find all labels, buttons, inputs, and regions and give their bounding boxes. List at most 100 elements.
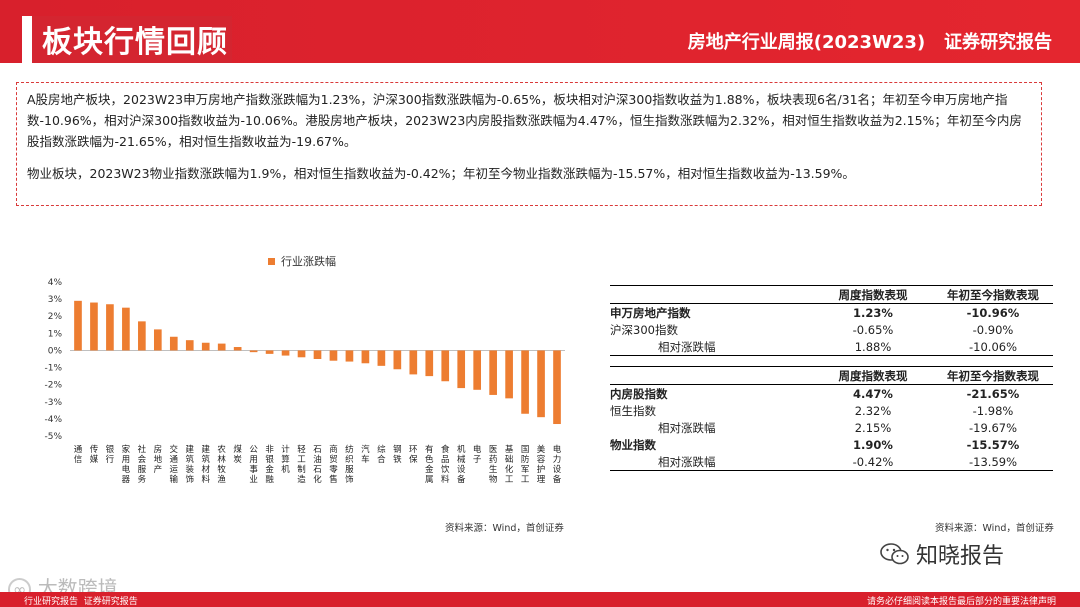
table-cell: 恒生指数 [610,403,656,418]
x-tick-label: 社会服务 [138,444,147,485]
table-row: 相对涨跌幅 2.15% -19.67% [610,419,1053,436]
bar [201,342,210,351]
bar [90,302,98,351]
table-cell: 4.47% [853,386,893,401]
bar [233,347,242,351]
table-cell: -15.57% [966,437,1020,452]
x-tick-label: 电力设备 [553,444,562,485]
y-tick-label: -3% [44,398,62,408]
table-cell: -0.42% [813,453,933,471]
table-cell: -19.67% [969,420,1017,435]
table-cell: 相对涨跌幅 [610,338,813,356]
table-header-cell: 年初至今指数表现 [933,366,1053,385]
table-cell: 申万房地产指数 [610,305,691,320]
bar [329,350,338,361]
bar [265,350,274,354]
x-tick-label: 医药生物 [489,445,498,485]
y-tick-label: 1% [48,329,63,339]
bar [377,350,386,366]
table-row: 内房股指数 4.47% -21.65% [610,385,1053,403]
x-tick-label: 交通运输 [170,444,179,485]
table-cell: -21.65% [966,386,1020,401]
table-row: 物业指数 1.90% -15.57% [610,436,1053,453]
table-cell: 1.23% [853,305,893,320]
bar [425,350,434,377]
bar [361,350,370,364]
y-tick-label: 2% [48,312,63,322]
x-tick-label: 汽车 [361,444,370,465]
y-tick-label: 3% [48,295,63,305]
x-tick-label: 国防军工 [521,445,530,485]
bar [153,329,162,351]
table-cell: 1.88% [813,338,933,356]
legend-swatch [268,257,275,265]
table-header-row: 周度指数表现 年初至今指数表现 [610,366,1053,385]
table-a-share: 周度指数表现 年初至今指数表现 申万房地产指数 1.23% -10.96% 沪深… [610,285,1053,356]
y-tick-label: 4% [48,278,63,288]
table-header-cell: 周度指数表现 [813,285,933,304]
bar [553,350,561,425]
x-tick-label: 有色金属 [425,444,434,485]
bar [138,321,146,351]
watermark-text: 知晓报告 [916,544,1005,569]
summary-box: A股房地产板块，2023W23申万房地产指数涨跌幅为1.23%，沪深300指数涨… [16,82,1042,206]
x-tick-label: 通信 [74,444,83,465]
x-tick-label: 电子 [473,444,482,465]
bar [106,304,114,351]
x-tick-label: 钢铁 [393,444,402,465]
bar [505,350,513,399]
bar [521,350,529,414]
bar [345,350,354,362]
legend-label: 行业涨跌幅 [281,255,336,268]
y-tick-label: -2% [44,381,62,391]
table-cell: 2.15% [854,420,892,435]
table-cell: -1.98% [972,403,1014,418]
bar [249,350,258,353]
bar [409,350,418,375]
table-header-row: 周度指数表现 年初至今指数表现 [610,285,1053,304]
table-row: 相对涨跌幅 1.88% -10.06% [610,338,1053,356]
bar [489,350,497,395]
title-box [22,16,232,63]
x-tick-label: 银行 [106,444,115,465]
wechat-icon [880,543,909,565]
table-hk-share: 周度指数表现 年初至今指数表现 内房股指数 4.47% -21.65% 恒生指数… [610,366,1053,471]
y-tick-label: -5% [44,432,62,442]
table-cell: 2.32% [854,403,892,418]
table-header-cell [610,366,813,385]
summary-paragraph-2: 物业板块，2023W23物业指数涨跌幅为1.9%，相对恒生指数收益为-0.42%… [27,166,855,181]
x-tick-label: 家用电器 [122,444,131,485]
bar [473,350,482,390]
x-tick-label: 食品饮料 [441,444,450,485]
bar [297,350,306,358]
bar [217,343,226,351]
x-tick-label: 轻工制造 [297,444,306,485]
industry-bar-chart: 4% 3% 2% 1% 0% -1% -2% -3% -4% -5% 通信传媒银行家用电器社会服务房… [44,278,565,485]
bar [457,350,466,389]
bar [185,340,194,351]
table-cell: -0.65% [852,322,894,337]
bar [441,350,450,382]
table-cell: -13.59% [933,453,1053,471]
table-cell: 沪深300指数 [610,322,678,337]
x-tick-label: 传媒 [90,444,99,465]
x-tick-label: 公用事业 [249,445,258,485]
summary-paragraph-1: A股房地产板块，2023W23申万房地产指数涨跌幅为1.23%，沪深300指数涨… [27,92,1022,149]
page-title: 板块行情回顾 [42,25,228,60]
table-cell: -10.96% [966,305,1020,320]
x-tick-label: 商贸零售 [329,444,338,485]
table-row: 申万房地产指数 1.23% -10.96% [610,304,1053,322]
bar [122,307,130,351]
x-tick-label: 建筑装饰 [186,444,195,485]
chart-legend: 行业涨跌幅 [268,253,336,269]
footer-bar [0,592,1080,607]
bar [281,350,290,356]
table-header-cell: 年初至今指数表现 [933,285,1053,304]
report-title: 房地产行业周报(2023W23) 证券研究报告 [687,32,1052,53]
x-tick-label: 环保 [409,445,418,465]
x-tick-label: 美容护理 [537,444,546,485]
bar [313,350,322,359]
table-cell: -0.90% [972,322,1014,337]
table-cell: -10.06% [933,338,1053,356]
footer-disclaimer: 请务必仔细阅读本报告最后部分的重要法律声明 [866,597,1056,607]
